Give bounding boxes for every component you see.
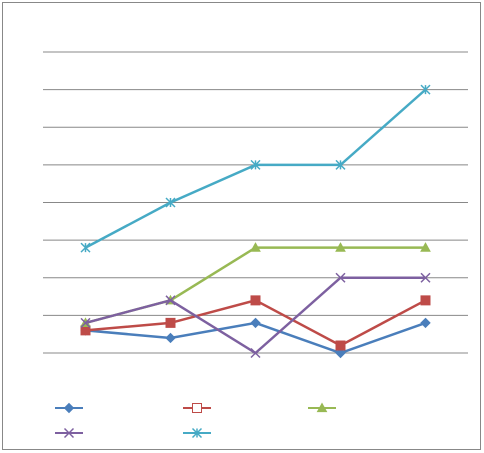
data-point (165, 197, 176, 208)
data-point (335, 242, 346, 252)
data-point (165, 332, 176, 344)
data-point (80, 317, 91, 328)
chart-frame (2, 2, 481, 450)
data-point (250, 295, 261, 306)
legend-marker (63, 402, 75, 414)
data-point (80, 242, 91, 253)
data-point (420, 242, 431, 252)
data-point (335, 347, 346, 359)
data-point (165, 317, 176, 328)
data-point (80, 325, 91, 336)
data-point (165, 295, 176, 306)
data-point (250, 347, 261, 359)
data-point (420, 317, 431, 329)
legend-marker (192, 403, 202, 413)
data-point (420, 272, 431, 283)
data-point (420, 295, 431, 306)
legend-marker (191, 427, 203, 439)
data-point (335, 340, 346, 351)
data-point (335, 272, 346, 283)
data-point (335, 159, 346, 170)
legend-marker (63, 427, 75, 439)
legend-marker (316, 402, 328, 413)
data-point (250, 159, 261, 170)
data-point (250, 317, 261, 329)
data-point (420, 84, 431, 95)
data-point (250, 242, 261, 252)
